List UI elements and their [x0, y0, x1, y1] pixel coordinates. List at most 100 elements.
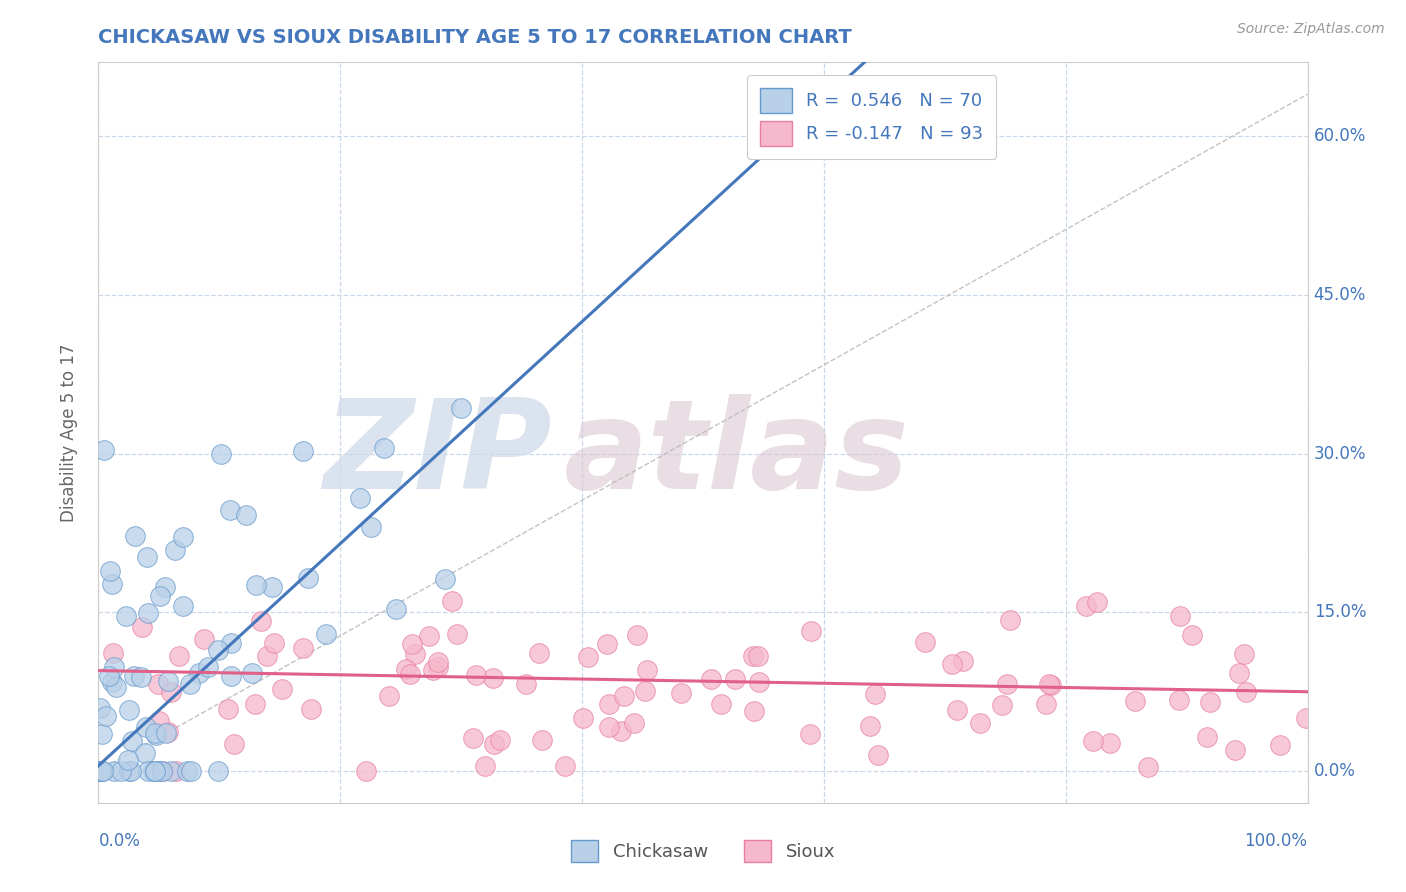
- Point: [427, 660, 450, 674]
- Point: [90, 764, 112, 778]
- Point: [571, 711, 593, 725]
- Point: [167, 648, 190, 663]
- Point: [193, 632, 215, 647]
- Text: Source: ZipAtlas.com: Source: ZipAtlas.com: [1237, 22, 1385, 37]
- Point: [596, 637, 619, 651]
- Point: [176, 764, 198, 778]
- Point: [138, 764, 160, 778]
- Point: [527, 646, 550, 660]
- Point: [197, 660, 219, 674]
- Point: [155, 726, 177, 740]
- Text: 0.0%: 0.0%: [98, 832, 141, 850]
- Point: [613, 689, 636, 703]
- Point: [623, 716, 645, 731]
- Point: [1295, 710, 1317, 724]
- Point: [103, 764, 125, 778]
- Point: [165, 764, 187, 778]
- Point: [800, 624, 823, 639]
- Point: [626, 627, 648, 641]
- Point: [89, 764, 111, 778]
- Point: [531, 733, 554, 747]
- Point: [180, 764, 202, 778]
- Point: [219, 636, 242, 650]
- Point: [515, 677, 537, 691]
- Point: [461, 731, 484, 746]
- Point: [262, 580, 284, 594]
- Point: [1136, 760, 1159, 774]
- Point: [235, 508, 257, 522]
- Point: [554, 758, 576, 772]
- Point: [1234, 685, 1257, 699]
- Point: [159, 685, 181, 699]
- Point: [297, 571, 319, 585]
- Point: [209, 447, 232, 461]
- Point: [152, 764, 174, 778]
- Point: [103, 660, 125, 674]
- Point: [188, 666, 211, 681]
- Point: [291, 640, 314, 655]
- Point: [135, 720, 157, 734]
- Point: [1268, 738, 1291, 752]
- Legend: R =  0.546   N = 70, R = -0.147   N = 93: R = 0.546 N = 70, R = -0.147 N = 93: [747, 75, 997, 159]
- Point: [995, 676, 1018, 690]
- Point: [115, 608, 138, 623]
- Point: [418, 629, 440, 643]
- Point: [990, 698, 1012, 713]
- Point: [385, 602, 408, 616]
- Point: [450, 401, 472, 416]
- Point: [914, 634, 936, 648]
- Point: [748, 675, 770, 690]
- Point: [124, 529, 146, 543]
- Point: [299, 702, 322, 716]
- Point: [120, 764, 142, 778]
- Point: [1198, 695, 1220, 709]
- Point: [160, 764, 183, 778]
- Point: [121, 734, 143, 748]
- Point: [1085, 595, 1108, 609]
- Point: [401, 637, 423, 651]
- Point: [799, 727, 821, 741]
- Text: 60.0%: 60.0%: [1313, 128, 1367, 145]
- Point: [1099, 736, 1122, 750]
- Point: [609, 723, 631, 738]
- Point: [105, 680, 128, 694]
- Point: [427, 655, 450, 669]
- Point: [1083, 734, 1105, 748]
- Point: [118, 703, 141, 717]
- Point: [145, 728, 167, 742]
- Point: [941, 657, 963, 671]
- Point: [256, 649, 278, 664]
- Text: 0.0%: 0.0%: [1313, 762, 1355, 780]
- Point: [134, 746, 156, 760]
- Point: [91, 764, 114, 778]
- Point: [271, 681, 294, 696]
- Point: [598, 697, 620, 711]
- Text: CHICKASAW VS SIOUX DISABILITY AGE 5 TO 17 CORRELATION CHART: CHICKASAW VS SIOUX DISABILITY AGE 5 TO 1…: [98, 28, 852, 47]
- Point: [1035, 697, 1057, 711]
- Point: [142, 764, 165, 778]
- Point: [481, 671, 503, 685]
- Point: [136, 606, 159, 620]
- Point: [482, 737, 505, 751]
- Point: [243, 697, 266, 711]
- Point: [1123, 694, 1146, 708]
- Point: [1074, 599, 1097, 614]
- Point: [1040, 678, 1063, 692]
- Point: [148, 764, 170, 778]
- Point: [859, 719, 882, 733]
- Point: [1038, 677, 1060, 691]
- Point: [207, 643, 229, 657]
- Point: [1181, 628, 1204, 642]
- Point: [710, 697, 733, 711]
- Point: [219, 668, 242, 682]
- Point: [395, 662, 418, 676]
- Point: [131, 620, 153, 634]
- Point: [291, 444, 314, 458]
- Point: [378, 689, 401, 703]
- Point: [723, 672, 745, 686]
- Point: [263, 636, 285, 650]
- Point: [156, 724, 179, 739]
- Text: 100.0%: 100.0%: [1244, 832, 1308, 850]
- Legend: Chickasaw, Sioux: Chickasaw, Sioux: [564, 833, 842, 870]
- Text: 15.0%: 15.0%: [1313, 603, 1367, 622]
